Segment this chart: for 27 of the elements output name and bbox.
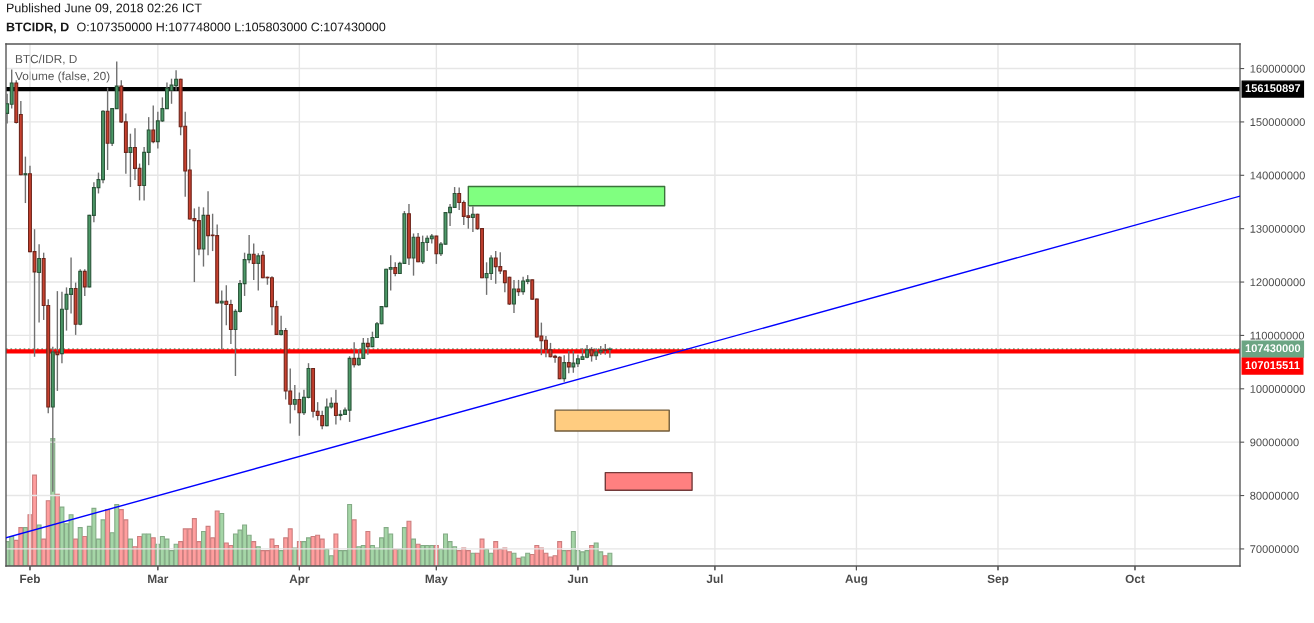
- x-tick-label: Oct: [1125, 574, 1145, 583]
- x-tick-label: Jul: [706, 574, 723, 583]
- x-tick-label: May: [425, 574, 448, 586]
- y-tick-label: 120000000: [1250, 278, 1305, 287]
- annotation: Volume (false, 20): [15, 71, 110, 83]
- x-tick-label: Sep: [987, 574, 1009, 586]
- text: Published June 09, 2018 02:26 ICT: [7, 3, 202, 14]
- y-tick-label: 130000000: [1250, 224, 1305, 233]
- x-tick-label: Mar: [148, 574, 169, 583]
- x-tick-label: Feb: [20, 574, 40, 583]
- chart-title: BTCIDR, D: [6, 22, 69, 34]
- x-tick-label: Apr: [289, 574, 310, 586]
- y-tick-label: 110000000: [1250, 331, 1305, 340]
- x-tick-label: Jun: [567, 574, 588, 583]
- annotation: BTC/IDR, D: [15, 54, 77, 65]
- ref-line-label: 107430000: [1245, 344, 1301, 353]
- y-tick-label: 90000000: [1250, 438, 1299, 447]
- ref-line-label: 107015511: [1245, 361, 1300, 370]
- y-tick-label: 80000000: [1250, 491, 1299, 500]
- x-tick-label: Aug: [845, 574, 868, 586]
- y-tick-label: 160000000: [1250, 64, 1305, 73]
- y-tick-label: 150000000: [1250, 118, 1305, 127]
- ref-line-label: 156150897: [1245, 84, 1301, 93]
- y-tick-label: 100000000: [1250, 385, 1305, 393]
- y-tick-label: 140000000: [1250, 171, 1305, 180]
- y-tick-label: 70000000: [1250, 545, 1299, 554]
- chart-subtitle: O:107350000 H:107748000 L:105803000 C:107430000: [77, 22, 386, 32]
